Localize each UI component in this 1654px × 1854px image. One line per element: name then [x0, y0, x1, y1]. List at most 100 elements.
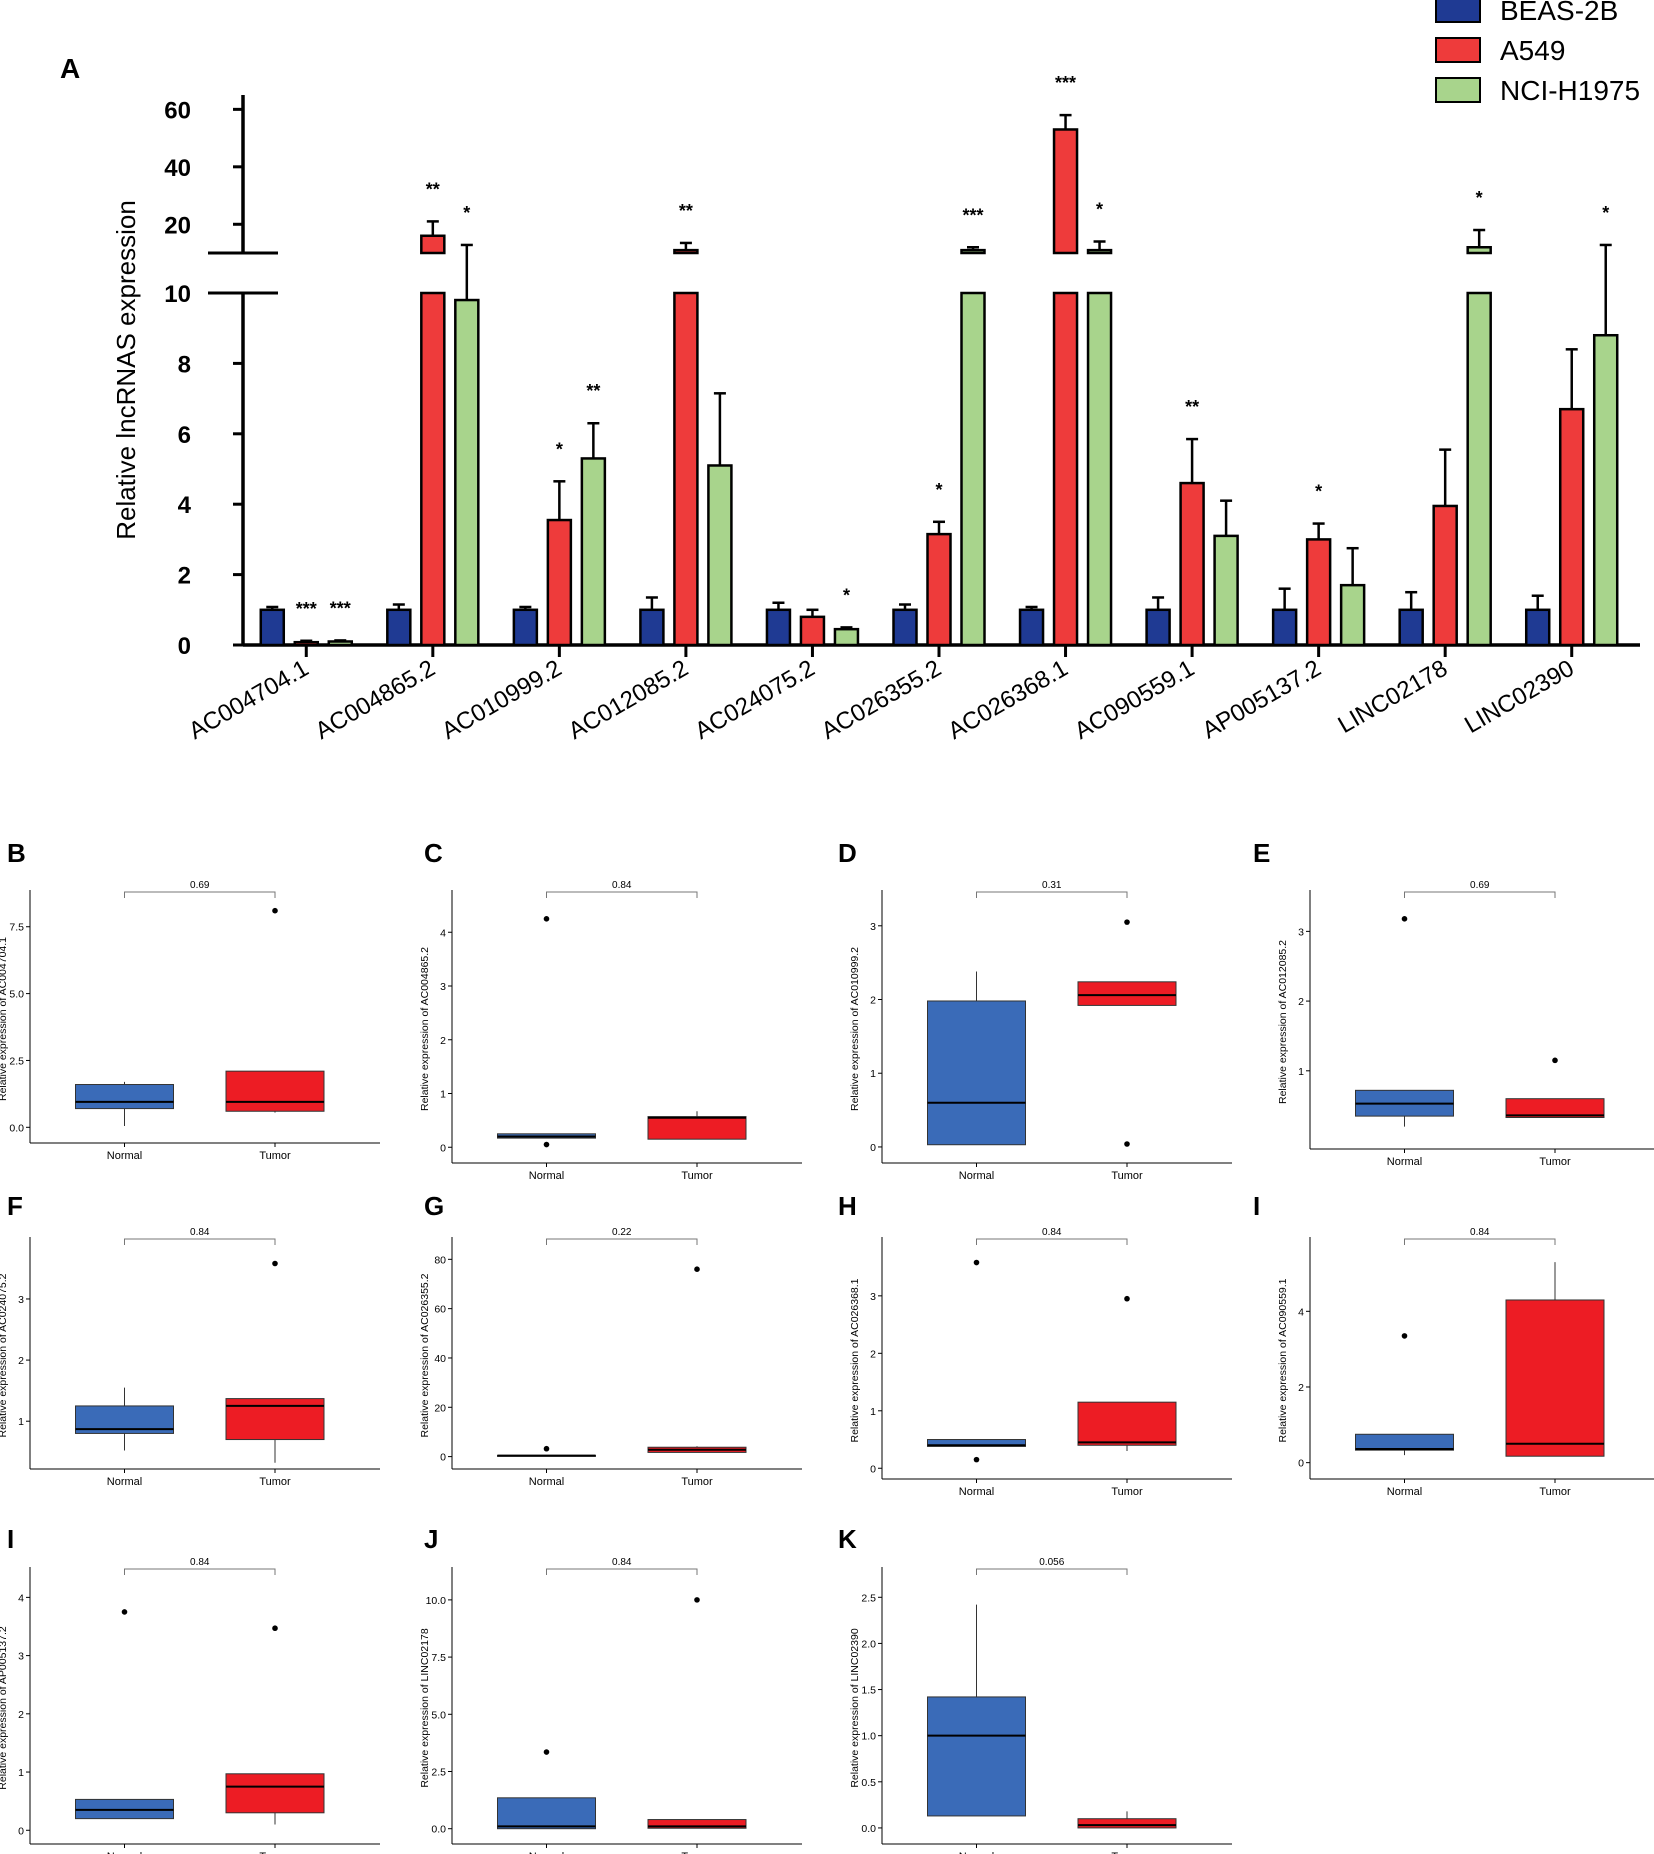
y-axis-label: Relative expression of AC004865.2	[419, 947, 431, 1111]
panel-letter: H	[838, 1191, 857, 1221]
panel-letter: C	[424, 838, 443, 868]
significance-label: **	[426, 179, 440, 199]
x-tick-label: Normal	[959, 1486, 994, 1498]
panel-letter: B	[7, 838, 26, 868]
panel-h: H Relative expression of AC026368.1 0 1 2 3 0.…	[838, 1191, 1232, 1498]
y-tick-label: 0	[870, 1463, 876, 1475]
bar	[259, 608, 286, 647]
bar	[1432, 504, 1458, 647]
significance-label: **	[679, 201, 693, 221]
y-tick-label: 5.0	[9, 989, 24, 1001]
x-tick-label: LINC02178	[1334, 655, 1453, 739]
x-tick-label: Tumor	[681, 1476, 713, 1488]
y-axis-label: Relative lncRNAS expression	[111, 200, 141, 540]
box	[1505, 1098, 1605, 1119]
y-tick-label: 60	[164, 97, 191, 124]
p-value-label: 0.84	[612, 880, 632, 891]
y-tick-label: 4	[1298, 1306, 1304, 1318]
outlier-point	[694, 1597, 700, 1603]
x-tick-label: Normal	[107, 1851, 142, 1854]
significance-bracket	[124, 1238, 276, 1245]
significance-label: *	[463, 203, 470, 223]
x-tick-label: AC004704.1	[184, 655, 313, 745]
y-tick-label: 4	[18, 1592, 24, 1604]
bar	[799, 615, 826, 647]
bar	[1086, 248, 1113, 255]
outlier-point	[272, 907, 278, 914]
y-tick-label: 1	[870, 1406, 876, 1418]
y-tick-label: 40	[434, 1353, 446, 1365]
outlier-point	[973, 1259, 980, 1266]
panel-letter: I	[7, 1524, 14, 1554]
y-tick-label: 2	[870, 1348, 876, 1360]
p-value-label: 0.84	[190, 1557, 210, 1568]
panel-e: E Relative expression of AC012085.2 1 2 3 0.6…	[1253, 838, 1654, 1168]
box	[225, 1398, 325, 1441]
x-tick-label: Tumor	[1111, 1851, 1143, 1854]
bar	[673, 248, 699, 255]
x-tick-label: Normal	[107, 1476, 142, 1488]
significance-label: ***	[1055, 73, 1076, 93]
y-tick-label: 3	[440, 981, 446, 993]
y-tick-label: 10.0	[426, 1595, 447, 1607]
significance-label: *	[1096, 200, 1103, 220]
x-tick-label: LINC02390	[1460, 655, 1579, 739]
outlier-point	[1124, 1141, 1130, 1147]
y-tick-label: 1	[18, 1767, 24, 1779]
y-tick-label: 3	[1298, 926, 1304, 938]
p-value-label: 0.84	[1042, 1227, 1062, 1238]
y-tick-label: 2	[870, 995, 876, 1007]
outlier-point	[543, 1141, 550, 1148]
x-tick-label: Normal	[959, 1170, 994, 1182]
y-axis-label: Relative expression of AC010999.2	[849, 947, 861, 1111]
y-axis-label: Relative expression of AC026355.2	[419, 1273, 431, 1437]
outlier-point	[121, 1609, 128, 1615]
bar	[1086, 291, 1113, 647]
x-tick-label: AC090559.1	[1070, 655, 1199, 745]
panel-i: I Relative expression of AC090559.1 0 2 4 0.8…	[1253, 1191, 1654, 1498]
x-tick-label: AC010999.2	[437, 655, 566, 745]
y-tick-label: 0	[1298, 1458, 1304, 1470]
y-tick-label: 0.0	[861, 1823, 876, 1835]
y-tick-label: 2.0	[861, 1638, 876, 1650]
bar	[926, 532, 952, 647]
significance-bracket	[1404, 891, 1556, 898]
y-tick-label: 3	[870, 1291, 876, 1303]
y-tick-label: 20	[164, 212, 191, 239]
panel-letter: A	[60, 53, 80, 84]
y-tick-label: 2	[18, 1709, 24, 1721]
p-value-label: 0.69	[190, 880, 210, 891]
panel-letter: E	[1253, 838, 1270, 868]
outlier-point	[973, 1456, 980, 1463]
y-tick-label: 2.5	[9, 1055, 24, 1067]
y-axis-label: Relative expression of LINC02178	[419, 1628, 431, 1788]
significance-label: **	[1185, 397, 1199, 417]
bar	[960, 291, 986, 647]
y-axis-label: Relative expression of AC004704.1	[0, 937, 9, 1101]
y-tick-label: 0	[870, 1142, 876, 1154]
x-tick-label: AC024075.2	[690, 655, 819, 745]
significance-bracket	[124, 1568, 276, 1575]
x-tick-label: Normal	[529, 1851, 564, 1854]
panel-d: D Relative expression of AC010999.2 0 1 2 3 0.…	[838, 838, 1232, 1182]
outlier-point	[1401, 1333, 1408, 1339]
bar	[707, 464, 733, 647]
panel-i: I Relative expression of AP005137.2 0 1 2 3 4 0…	[0, 1524, 380, 1854]
y-tick-label: 4	[178, 492, 192, 519]
p-value-label: 0.22	[612, 1227, 632, 1238]
x-tick-label: Normal	[959, 1851, 994, 1854]
p-value-label: 0.84	[190, 1227, 210, 1238]
legend-swatch	[1435, 37, 1481, 63]
y-tick-label: 1	[18, 1416, 24, 1428]
y-tick-label: 60	[434, 1304, 446, 1316]
significance-label: *	[556, 439, 563, 459]
p-value-label: 0.69	[1470, 880, 1490, 891]
legend-label: BEAS-2B	[1500, 0, 1618, 26]
significance-bracket	[1404, 1238, 1556, 1245]
y-axis-label: Relative expression of LINC02390	[849, 1628, 861, 1788]
significance-bracket	[976, 1568, 1128, 1575]
bar	[1466, 246, 1492, 255]
significance-bracket	[124, 891, 276, 898]
box	[1077, 1818, 1177, 1829]
box	[1355, 1433, 1454, 1451]
